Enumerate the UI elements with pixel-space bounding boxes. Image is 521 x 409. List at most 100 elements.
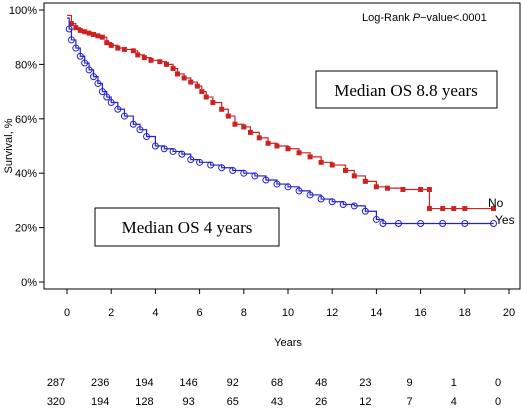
y-tick-label: 40%	[15, 168, 37, 180]
censor-mark	[136, 126, 144, 134]
censor-mark	[115, 45, 121, 51]
censor-mark	[135, 52, 141, 58]
censor-mark	[265, 140, 271, 146]
risk-count-yes: 26	[315, 396, 327, 408]
censor-mark	[175, 71, 180, 77]
censor-mark	[99, 34, 105, 40]
risk-count-no: 194	[135, 377, 153, 389]
median-label-no: Median OS 8.8 years	[334, 81, 478, 100]
risk-count-yes: 93	[182, 396, 194, 408]
censor-mark	[426, 187, 432, 193]
censor-mark	[67, 36, 75, 44]
censor-mark	[274, 143, 280, 149]
risk-count-yes: 320	[47, 396, 65, 408]
y-axis: 0% 20% 40% 60% 80% 100%	[9, 5, 44, 289]
series-yes	[65, 17, 498, 228]
censor-mark	[143, 132, 151, 140]
censor-mark	[232, 121, 238, 127]
censor-mark	[317, 195, 325, 203]
series-label-yes: Yes	[495, 213, 515, 227]
series-layer	[65, 14, 498, 228]
censor-mark	[73, 25, 79, 31]
censor-mark	[241, 124, 247, 130]
x-tick-label: 12	[326, 307, 338, 319]
censor-mark	[210, 99, 216, 105]
x-tick-label: 10	[282, 307, 294, 319]
median-label-yes: Median OS 4 years	[122, 218, 253, 237]
censor-mark	[163, 61, 169, 67]
x-tick-label: 14	[370, 307, 382, 319]
risk-table: 287 236 194 146 92 68 48 23 9 1 0 320 194 128 93 65 43 26…	[47, 377, 501, 408]
censor-mark	[384, 185, 390, 191]
censor-mark	[194, 83, 200, 89]
median-annotation-no: Median OS 8.8 years	[315, 70, 498, 109]
censor-mark	[160, 145, 168, 153]
censor-mark	[103, 93, 111, 101]
censor-mark	[262, 176, 270, 184]
censor-mark	[306, 191, 314, 199]
censor-mark	[351, 173, 357, 179]
censor-mark	[218, 164, 226, 172]
censor-mark	[130, 48, 136, 54]
censor-mark	[76, 52, 84, 60]
censor-mark	[400, 187, 406, 193]
median-box-yes	[94, 207, 280, 247]
censor-mark	[339, 200, 347, 208]
censor-mark	[373, 184, 379, 190]
censor-mark	[247, 129, 253, 135]
risk-count-no: 1	[451, 377, 457, 389]
censor-mark	[372, 215, 380, 223]
censor-mark	[256, 135, 262, 141]
y-tick-label: 100%	[9, 5, 37, 17]
y-tick-label: 60%	[15, 114, 37, 126]
risk-count-yes: 4	[451, 396, 457, 408]
censor-mark	[187, 156, 195, 164]
censor-mark	[98, 88, 106, 96]
censor-mark	[129, 120, 137, 128]
x-tick-label: 18	[459, 307, 471, 319]
risk-count-yes: 12	[359, 396, 371, 408]
censor-mark	[107, 98, 115, 106]
censor-mark	[490, 220, 498, 228]
risk-count-yes: 128	[135, 396, 153, 408]
censor-mark	[225, 113, 231, 119]
y-tick-label: 80%	[15, 59, 37, 71]
risk-count-no: 236	[91, 377, 109, 389]
risk-count-yes: 194	[91, 396, 109, 408]
censor-mark	[85, 66, 93, 74]
censor-mark	[439, 220, 447, 228]
censor-mark	[94, 79, 102, 87]
plot-frame	[43, 2, 521, 290]
x-axis-label: Years	[274, 337, 302, 349]
censor-mark	[196, 158, 204, 166]
risk-count-no: 68	[271, 377, 283, 389]
censor-mark	[199, 89, 205, 95]
x-tick-label: 0	[64, 307, 70, 319]
censor-mark	[90, 73, 98, 81]
censor-mark	[273, 180, 281, 188]
risk-count-yes: 7	[407, 396, 413, 408]
censor-mark	[121, 46, 127, 52]
pvalue-prefix: Log-Rank	[362, 12, 413, 24]
x-tick-label: 4	[152, 307, 158, 319]
y-axis-label: Survival, %	[3, 118, 15, 173]
censor-mark	[104, 40, 110, 46]
risk-count-yes: 65	[227, 396, 239, 408]
censor-mark	[328, 198, 336, 206]
censor-mark	[91, 31, 97, 37]
censor-mark	[362, 178, 368, 184]
censor-mark	[461, 220, 469, 228]
censor-mark	[295, 187, 303, 195]
x-tick-label: 20	[503, 307, 515, 319]
censor-mark	[251, 172, 259, 180]
risk-count-no: 92	[227, 377, 239, 389]
censor-mark	[219, 106, 225, 112]
risk-count-no: 146	[179, 377, 197, 389]
risk-count-no: 287	[47, 377, 65, 389]
risk-count-yes: 43	[271, 396, 283, 408]
y-tick-label: 0%	[21, 277, 37, 289]
risk-count-no: 23	[359, 377, 371, 389]
censor-mark	[72, 44, 80, 52]
censor-mark	[296, 150, 302, 156]
x-tick-label: 8	[241, 307, 247, 319]
